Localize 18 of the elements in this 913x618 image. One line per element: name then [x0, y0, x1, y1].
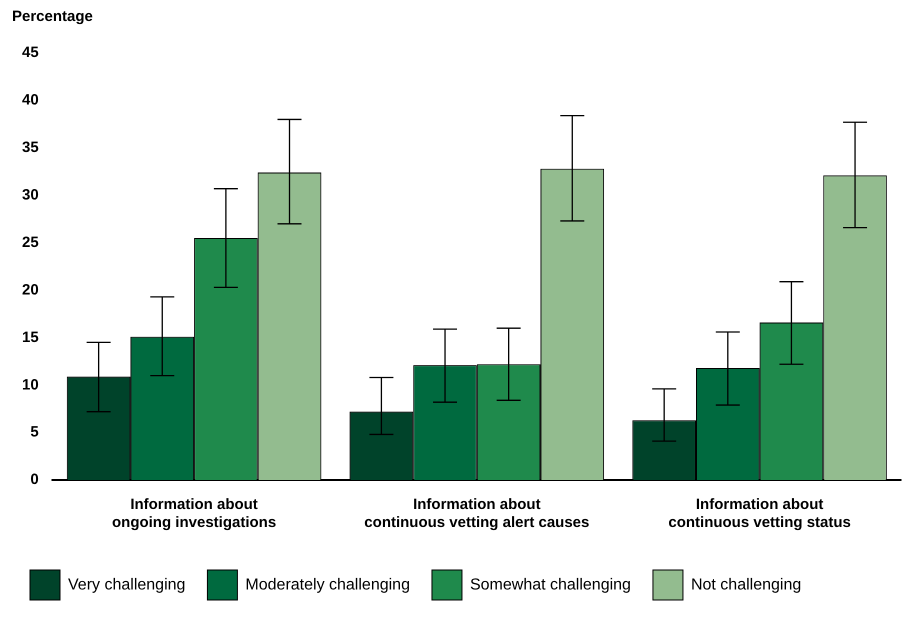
y-tick-label: 35 — [22, 139, 39, 156]
legend-label: Somewhat challenging — [470, 576, 631, 594]
y-tick-label: 5 — [30, 424, 39, 441]
y-tick-label: 30 — [22, 186, 39, 204]
y-axis-title: Percentage — [11, 8, 94, 27]
y-tick-label: 40 — [22, 92, 39, 109]
y-tick-label: 10 — [22, 376, 39, 394]
x-tick-label: Information about ongoing investigations — [112, 496, 276, 532]
legend-label: Not challenging — [690, 576, 802, 594]
legend-label: Very challenging — [68, 576, 186, 594]
y-tick-label: 15 — [22, 328, 39, 346]
x-tick-label: Information about continuous vetting alert causes — [364, 496, 590, 532]
y-tick-label: 45 — [22, 44, 39, 62]
legend-label: Moderately challenging — [245, 576, 410, 594]
x-tick-label: Information about continuous vetting status — [668, 496, 851, 532]
y-tick-label: 20 — [22, 281, 39, 298]
y-tick-label: 0 — [30, 471, 39, 488]
y-tick-label: 25 — [22, 234, 39, 251]
